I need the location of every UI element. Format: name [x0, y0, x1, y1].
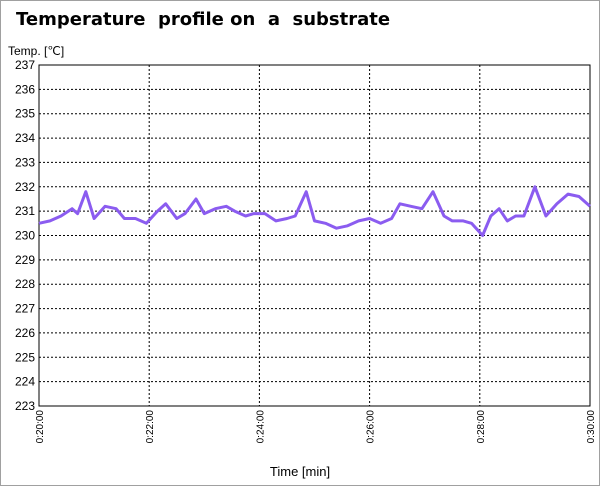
x-axis-label: Time [min]: [269, 464, 331, 479]
y-tick-label: 227: [15, 302, 35, 316]
y-axis-label: Temp. [℃]: [8, 44, 65, 58]
y-tick-label: 232: [15, 180, 35, 194]
y-tick-label: 225: [15, 350, 35, 364]
y-tick-label: 235: [15, 107, 35, 121]
y-tick-label: 234: [15, 131, 35, 145]
y-tick-label: 229: [15, 253, 35, 267]
y-tick-label: 236: [15, 82, 35, 96]
x-tick-label: 0:24:00: [255, 410, 266, 444]
y-tick-label: 226: [15, 326, 35, 340]
y-tick-label: 237: [15, 58, 35, 72]
plot-border: [38, 64, 591, 407]
y-tick-label: 230: [15, 229, 35, 243]
x-tick-label: 0:22:00: [145, 410, 156, 444]
x-tick-label: 0:26:00: [366, 410, 377, 444]
y-tick-label: 223: [15, 399, 35, 413]
y-tick-label: 228: [15, 277, 35, 291]
y-tick-label: 233: [15, 155, 35, 169]
x-tick-label: 0:30:00: [586, 410, 597, 444]
y-tick-label: 231: [15, 204, 35, 218]
chart-title: Temperature profile on a substrate: [16, 9, 391, 30]
x-tick-label: 0:28:00: [476, 410, 487, 444]
y-tick-label: 224: [15, 375, 35, 389]
x-tick-label: 0:20:00: [35, 410, 46, 444]
temperature-series-line: [38, 185, 591, 237]
